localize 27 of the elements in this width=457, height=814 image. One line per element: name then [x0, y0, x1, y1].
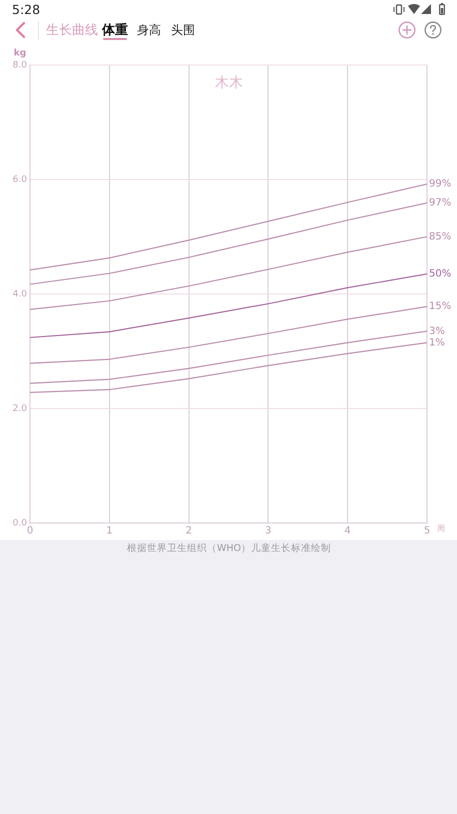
text: 头围 — [171, 23, 195, 37]
annotation: 木木 — [215, 75, 243, 91]
series-label: 1% — [429, 337, 445, 348]
text: 根据世界卫生组织（WHO）儿童生长标准绘制 — [127, 543, 332, 554]
series-label: 50% — [429, 268, 452, 280]
x-tick-label: 2 — [186, 526, 192, 537]
x-tick-label: 5 — [424, 526, 430, 537]
series-label: 97% — [429, 198, 452, 209]
x-tick-label: 0 — [26, 526, 34, 537]
text: 5:28 — [12, 2, 40, 16]
chart-title: 生长曲线 — [46, 22, 98, 38]
y-tick-label: 2.0 — [12, 404, 28, 414]
y-tick-label: 4.0 — [12, 289, 28, 300]
series-label: 85% — [429, 231, 452, 242]
series-label: 99% — [429, 178, 452, 190]
y-tick-label: 8.0 — [12, 60, 28, 70]
x-tick-label: 1 — [106, 526, 113, 537]
y-tick-label: 0.0 — [12, 518, 28, 528]
y-axis-title: kg — [14, 48, 26, 58]
series-label: 15% — [429, 301, 452, 312]
x-axis-title: 周 — [437, 524, 445, 534]
text: 体重 — [102, 22, 128, 38]
y-tick-label: 6.0 — [12, 174, 28, 185]
x-tick-label: 3 — [265, 526, 272, 537]
x-tick-label: 4 — [344, 526, 351, 537]
text: 身高 — [137, 23, 161, 37]
series-label: 3% — [429, 326, 445, 337]
